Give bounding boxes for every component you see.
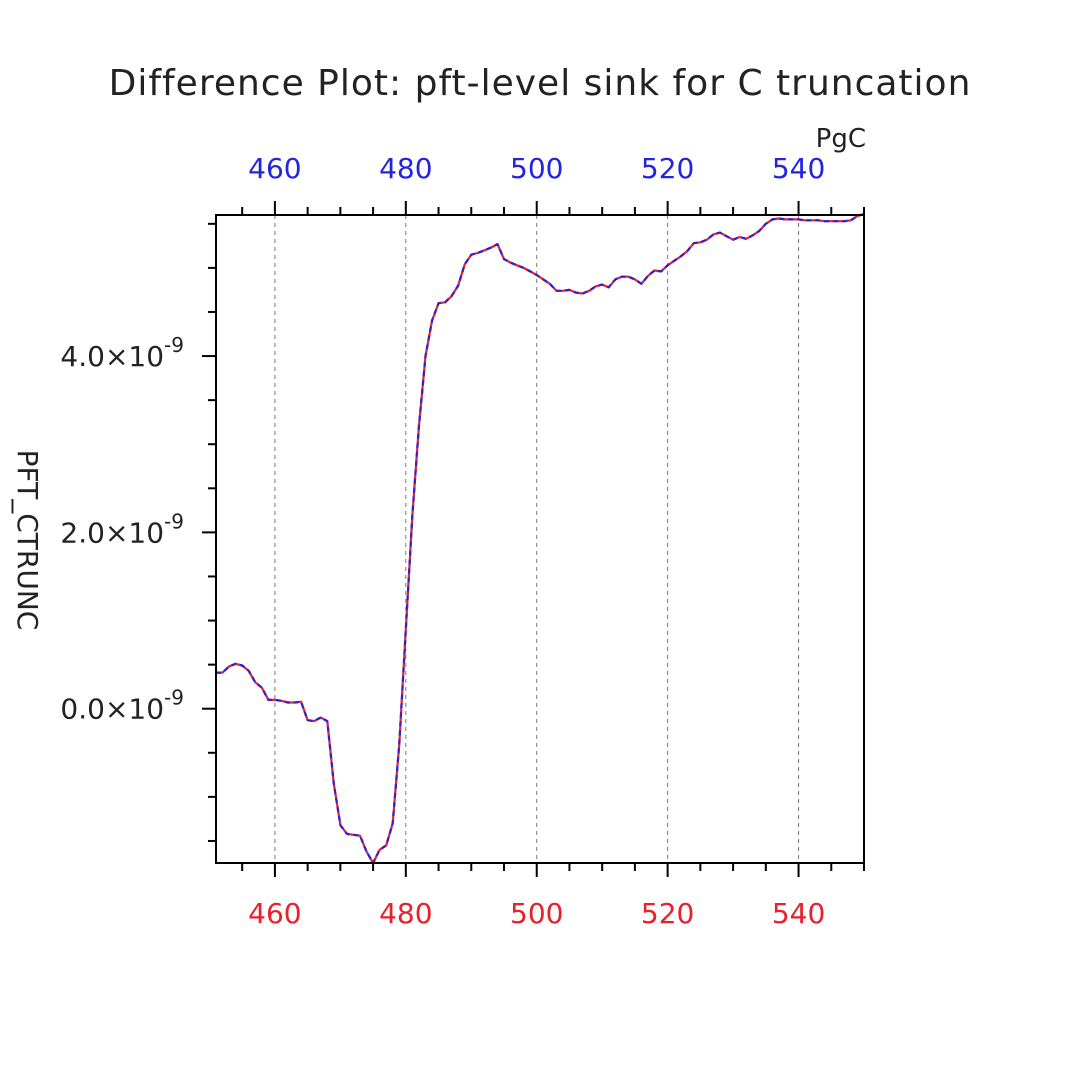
plot-frame	[215, 214, 865, 864]
series-group	[216, 213, 865, 865]
x-tick-label-top: 500	[510, 152, 563, 185]
x-tick-label-bottom: 500	[510, 897, 563, 930]
x-tick-label-bottom: 540	[772, 897, 825, 930]
top-axis-unit: PgC	[816, 124, 866, 154]
y-axis-label: PFT_CTRUNC	[11, 450, 44, 631]
x-tick-label-bottom: 460	[248, 897, 301, 930]
grid	[274, 215, 800, 863]
x-tick-label-top: 460	[248, 152, 301, 185]
x-tick-label-bottom: 480	[379, 897, 432, 930]
chart-title: Difference Plot: pft-level sink for C tr…	[109, 63, 972, 104]
x-tick-label-top: 520	[641, 152, 694, 185]
series-line-blue	[216, 213, 865, 865]
x-tick-label-bottom: 520	[641, 897, 694, 930]
y-tick-label: 4.0×10-9	[60, 333, 184, 373]
tick-labels: 460 460 480 480 500 500 520 520 540 540 0.0×10-9 2.…	[60, 152, 825, 930]
x-tick-label-top: 480	[379, 152, 432, 185]
x-tick-label-top: 540	[772, 152, 825, 185]
y-tick-label: 2.0×10-9	[60, 509, 184, 549]
ticks	[202, 201, 865, 877]
series-line-red	[216, 213, 865, 865]
y-tick-label: 0.0×10-9	[60, 686, 184, 726]
